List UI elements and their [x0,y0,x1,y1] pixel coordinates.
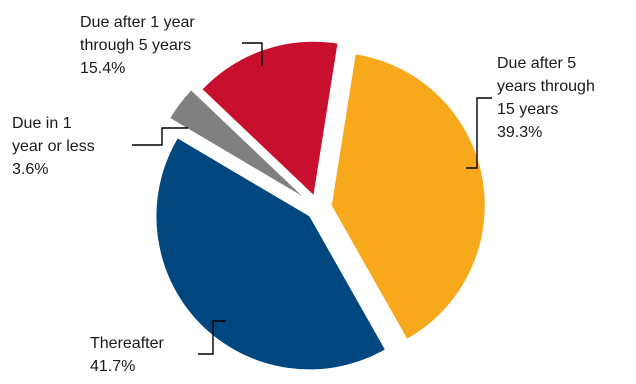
pie-slice-0 [331,54,485,339]
slice-label-0: Due after 5 years through 15 years 39.3% [497,55,595,141]
slice-category-label-2: Due in 1 [12,115,72,132]
pie-slice-3 [202,41,338,195]
slice-category-label-3: Due after 1 year [80,14,195,31]
slice-label-2: Due in 1 year or less 3.6% [12,115,95,178]
leader-line-1 [198,320,226,355]
slice-value-label-3: 15.4% [80,60,125,77]
slice-value-label-1: 41.7% [90,358,135,375]
leader-line-2 [132,127,188,146]
slice-value-label-2: 3.6% [12,161,48,178]
slice-category-label-0: years through [497,78,595,95]
slice-category-label-0: Due after 5 [497,55,576,72]
slice-category-label-2: year or less [12,138,95,155]
slice-category-label-1: Thereafter [90,335,164,352]
slice-category-label-0: 15 years [497,101,558,118]
leader-line-3 [242,42,263,66]
slice-value-label-0: 39.3% [497,124,542,141]
pie-slice-1 [156,138,385,370]
slice-label-1: Thereafter 41.7% [90,335,164,375]
pie-slice-2 [170,90,303,196]
slice-label-3: Due after 1 year through 5 years 15.4% [80,14,195,77]
leader-line-0 [466,97,492,169]
slice-category-label-3: through 5 years [80,37,191,54]
